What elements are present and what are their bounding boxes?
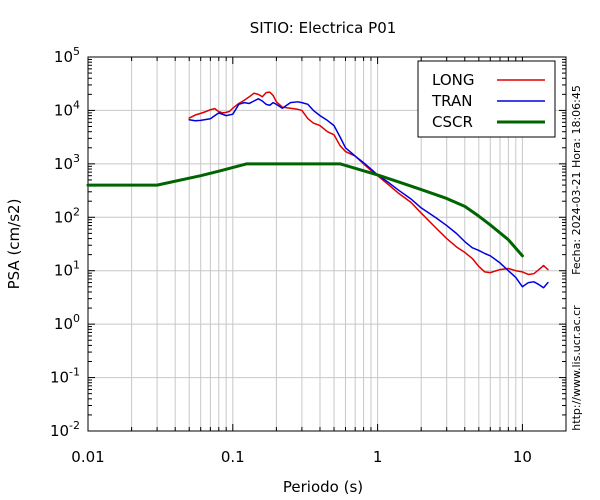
y-tick-label: 10-1 xyxy=(50,366,80,387)
y-tick-base: 10 xyxy=(54,48,73,66)
y-tick-base: 10 xyxy=(54,208,73,226)
series-layer xyxy=(86,91,549,289)
x-tick-label: 0.01 xyxy=(71,448,104,466)
y-tick-label: 101 xyxy=(54,259,80,280)
y-tick-label: 105 xyxy=(54,45,80,66)
y-tick-label: 104 xyxy=(54,98,80,119)
legend-label-long: LONG xyxy=(432,71,474,89)
y-tick-base: 10 xyxy=(54,315,73,333)
series-line-long xyxy=(188,91,549,276)
y-tick-exponent: 4 xyxy=(73,98,80,111)
x-tick-label: 10 xyxy=(513,448,532,466)
y-tick-label: 10-2 xyxy=(50,419,80,440)
y-tick-base: 10 xyxy=(54,262,73,280)
y-tick-exponent: 2 xyxy=(73,205,80,218)
legend-box xyxy=(417,60,556,138)
x-axis-label: Periodo (s) xyxy=(283,478,363,496)
y-tick-base: 10 xyxy=(50,369,69,387)
chart-title: SITIO: Electrica P01 xyxy=(250,19,397,37)
x-tick-label: 0.1 xyxy=(221,448,245,466)
y-tick-base: 10 xyxy=(54,101,73,119)
plot-frame xyxy=(87,56,567,432)
y-tick-base: 10 xyxy=(54,155,73,173)
legend-label-tran: TRAN xyxy=(431,92,472,110)
y-tick-exponent: 5 xyxy=(73,45,80,58)
y-tick-label: 100 xyxy=(54,312,80,333)
y-axis-label: PSA (cm/s2) xyxy=(5,199,23,290)
source-url: http://www.lis.ucr.ac.cr xyxy=(570,305,583,431)
series-line-tran xyxy=(188,98,549,289)
y-tick-base: 10 xyxy=(50,422,69,440)
series-line-cscr xyxy=(86,162,524,258)
y-tick-label: 102 xyxy=(54,205,80,226)
y-tick-exponent: -2 xyxy=(69,419,80,432)
y-tick-exponent: 3 xyxy=(73,152,80,165)
y-tick-exponent: 0 xyxy=(73,312,80,325)
x-tick-labels: 0.01 0.1 1 10 xyxy=(71,448,532,466)
date-stamp: Fecha: 2024-03-21 Hora: 18:06:45 xyxy=(570,85,583,275)
y-tick-label: 103 xyxy=(54,152,80,173)
x-tick-label: 1 xyxy=(373,448,383,466)
y-tick-exponent: 1 xyxy=(73,259,80,272)
y-tick-exponent: -1 xyxy=(69,366,80,379)
legend: LONG TRAN CSCR xyxy=(417,60,556,138)
legend-label-cscr: CSCR xyxy=(432,113,473,131)
